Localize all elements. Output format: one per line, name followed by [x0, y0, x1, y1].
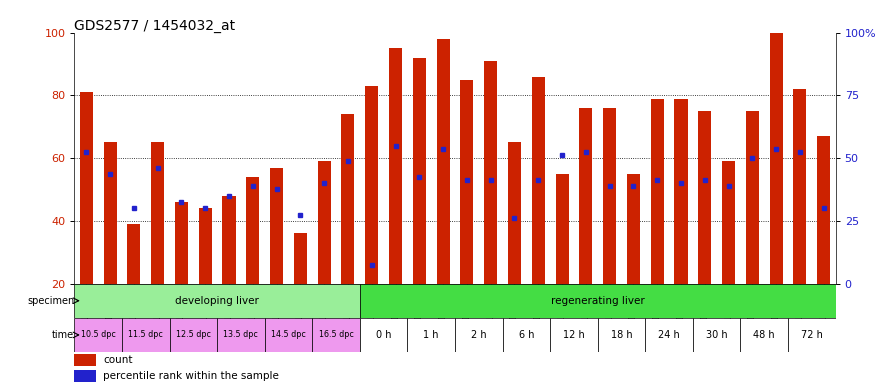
Bar	[170, 318, 217, 352]
Bar	[502, 318, 550, 352]
Text: percentile rank within the sample: percentile rank within the sample	[103, 371, 279, 381]
Text: 18 h: 18 h	[611, 330, 633, 340]
Bar	[365, 86, 378, 284]
Bar	[80, 92, 93, 284]
Bar	[74, 354, 95, 366]
Bar	[122, 318, 170, 352]
Bar	[74, 284, 360, 318]
Bar	[312, 318, 360, 352]
Bar	[103, 142, 116, 284]
Bar	[550, 318, 598, 352]
Text: 12.5 dpc: 12.5 dpc	[176, 331, 211, 339]
Text: 72 h: 72 h	[801, 330, 822, 340]
Text: 12 h: 12 h	[564, 330, 584, 340]
Bar	[698, 111, 711, 284]
Bar	[746, 111, 759, 284]
Bar	[532, 76, 545, 284]
Text: developing liver: developing liver	[175, 296, 259, 306]
Bar	[579, 108, 592, 284]
Bar	[413, 58, 426, 284]
Text: time: time	[52, 330, 74, 340]
Text: 30 h: 30 h	[706, 330, 727, 340]
Bar	[646, 318, 693, 352]
Text: 6 h: 6 h	[519, 330, 534, 340]
Text: 24 h: 24 h	[658, 330, 680, 340]
Bar	[651, 99, 664, 284]
Text: 2 h: 2 h	[471, 330, 487, 340]
Bar	[217, 318, 265, 352]
Bar	[484, 61, 497, 284]
Bar	[246, 177, 259, 284]
Bar	[675, 99, 688, 284]
Bar	[360, 284, 836, 318]
Bar	[265, 318, 312, 352]
Bar	[460, 80, 473, 284]
Bar	[151, 142, 164, 284]
Bar	[603, 108, 616, 284]
Bar	[199, 208, 212, 284]
Text: 0 h: 0 h	[376, 330, 391, 340]
Bar	[222, 196, 235, 284]
Bar	[127, 224, 140, 284]
Text: 1 h: 1 h	[424, 330, 439, 340]
Text: 11.5 dpc: 11.5 dpc	[129, 331, 163, 339]
Bar	[507, 142, 521, 284]
Bar	[389, 48, 402, 284]
Bar	[556, 174, 569, 284]
Text: 16.5 dpc: 16.5 dpc	[318, 331, 354, 339]
Text: 48 h: 48 h	[753, 330, 775, 340]
Bar	[270, 167, 284, 284]
Text: count: count	[103, 355, 133, 365]
Bar	[175, 202, 188, 284]
Bar	[437, 39, 450, 284]
Bar	[794, 89, 807, 284]
Bar	[722, 161, 735, 284]
Text: 10.5 dpc: 10.5 dpc	[80, 331, 116, 339]
Text: 14.5 dpc: 14.5 dpc	[271, 331, 306, 339]
Bar	[74, 370, 95, 382]
Bar	[626, 174, 640, 284]
Bar	[294, 233, 307, 284]
Bar	[788, 318, 836, 352]
Bar	[740, 318, 788, 352]
Bar	[318, 161, 331, 284]
Bar	[74, 318, 122, 352]
Text: regenerating liver: regenerating liver	[551, 296, 645, 306]
Bar	[598, 318, 646, 352]
Bar	[693, 318, 740, 352]
Bar	[360, 318, 408, 352]
Bar	[770, 33, 783, 284]
Bar	[408, 318, 455, 352]
Text: 13.5 dpc: 13.5 dpc	[223, 331, 258, 339]
Text: specimen: specimen	[27, 296, 74, 306]
Bar	[817, 136, 830, 284]
Bar	[455, 318, 502, 352]
Text: GDS2577 / 1454032_at: GDS2577 / 1454032_at	[74, 19, 235, 33]
Bar	[341, 114, 354, 284]
